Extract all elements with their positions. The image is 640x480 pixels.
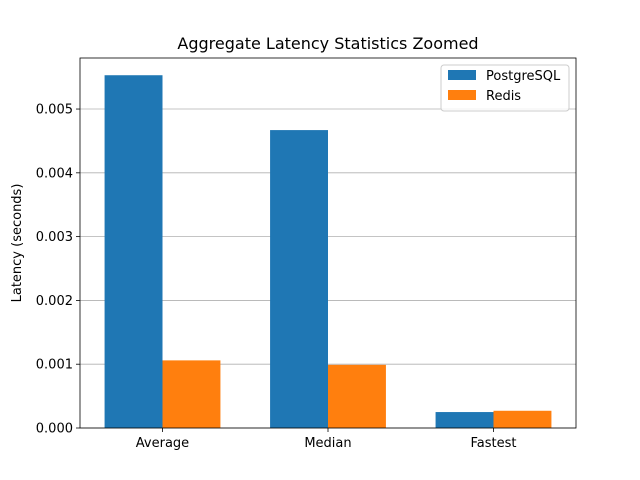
bar-redis-average <box>162 360 221 428</box>
plot-area-frame <box>79 57 577 429</box>
legend-swatch-postgresql <box>448 70 476 80</box>
x-tick-label: Average <box>136 436 189 451</box>
y-axis-label: Latency (seconds) <box>10 184 25 303</box>
legend: PostgreSQL Redis <box>440 64 570 112</box>
legend-swatch-redis <box>448 90 476 100</box>
y-tick-label: 0.005 <box>36 103 73 118</box>
x-tick-label: Fastest <box>470 436 516 451</box>
axis-ticks: 0.000 0.001 0.002 0.003 0.004 0.005 Average Med… <box>36 103 517 451</box>
y-tick-label: 0.000 <box>36 422 73 437</box>
y-tick-label: 0.004 <box>36 166 73 181</box>
chart-title: Aggregate Latency Statistics Zoomed <box>177 34 478 53</box>
bar-postgresql-fastest <box>435 412 494 428</box>
bar-redis-median <box>328 364 386 428</box>
bar-redis-fastest <box>493 410 552 428</box>
y-tick-label: 0.003 <box>36 230 73 245</box>
legend-label-postgresql: PostgreSQL <box>486 69 561 84</box>
bars <box>104 75 552 429</box>
y-tick-label: 0.001 <box>36 358 73 373</box>
bar-postgresql-median <box>270 130 328 428</box>
legend-label-redis: Redis <box>486 89 521 104</box>
bar-postgresql-average <box>104 75 163 429</box>
x-tick-label: Median <box>304 436 351 451</box>
y-tick-label: 0.002 <box>36 294 73 309</box>
